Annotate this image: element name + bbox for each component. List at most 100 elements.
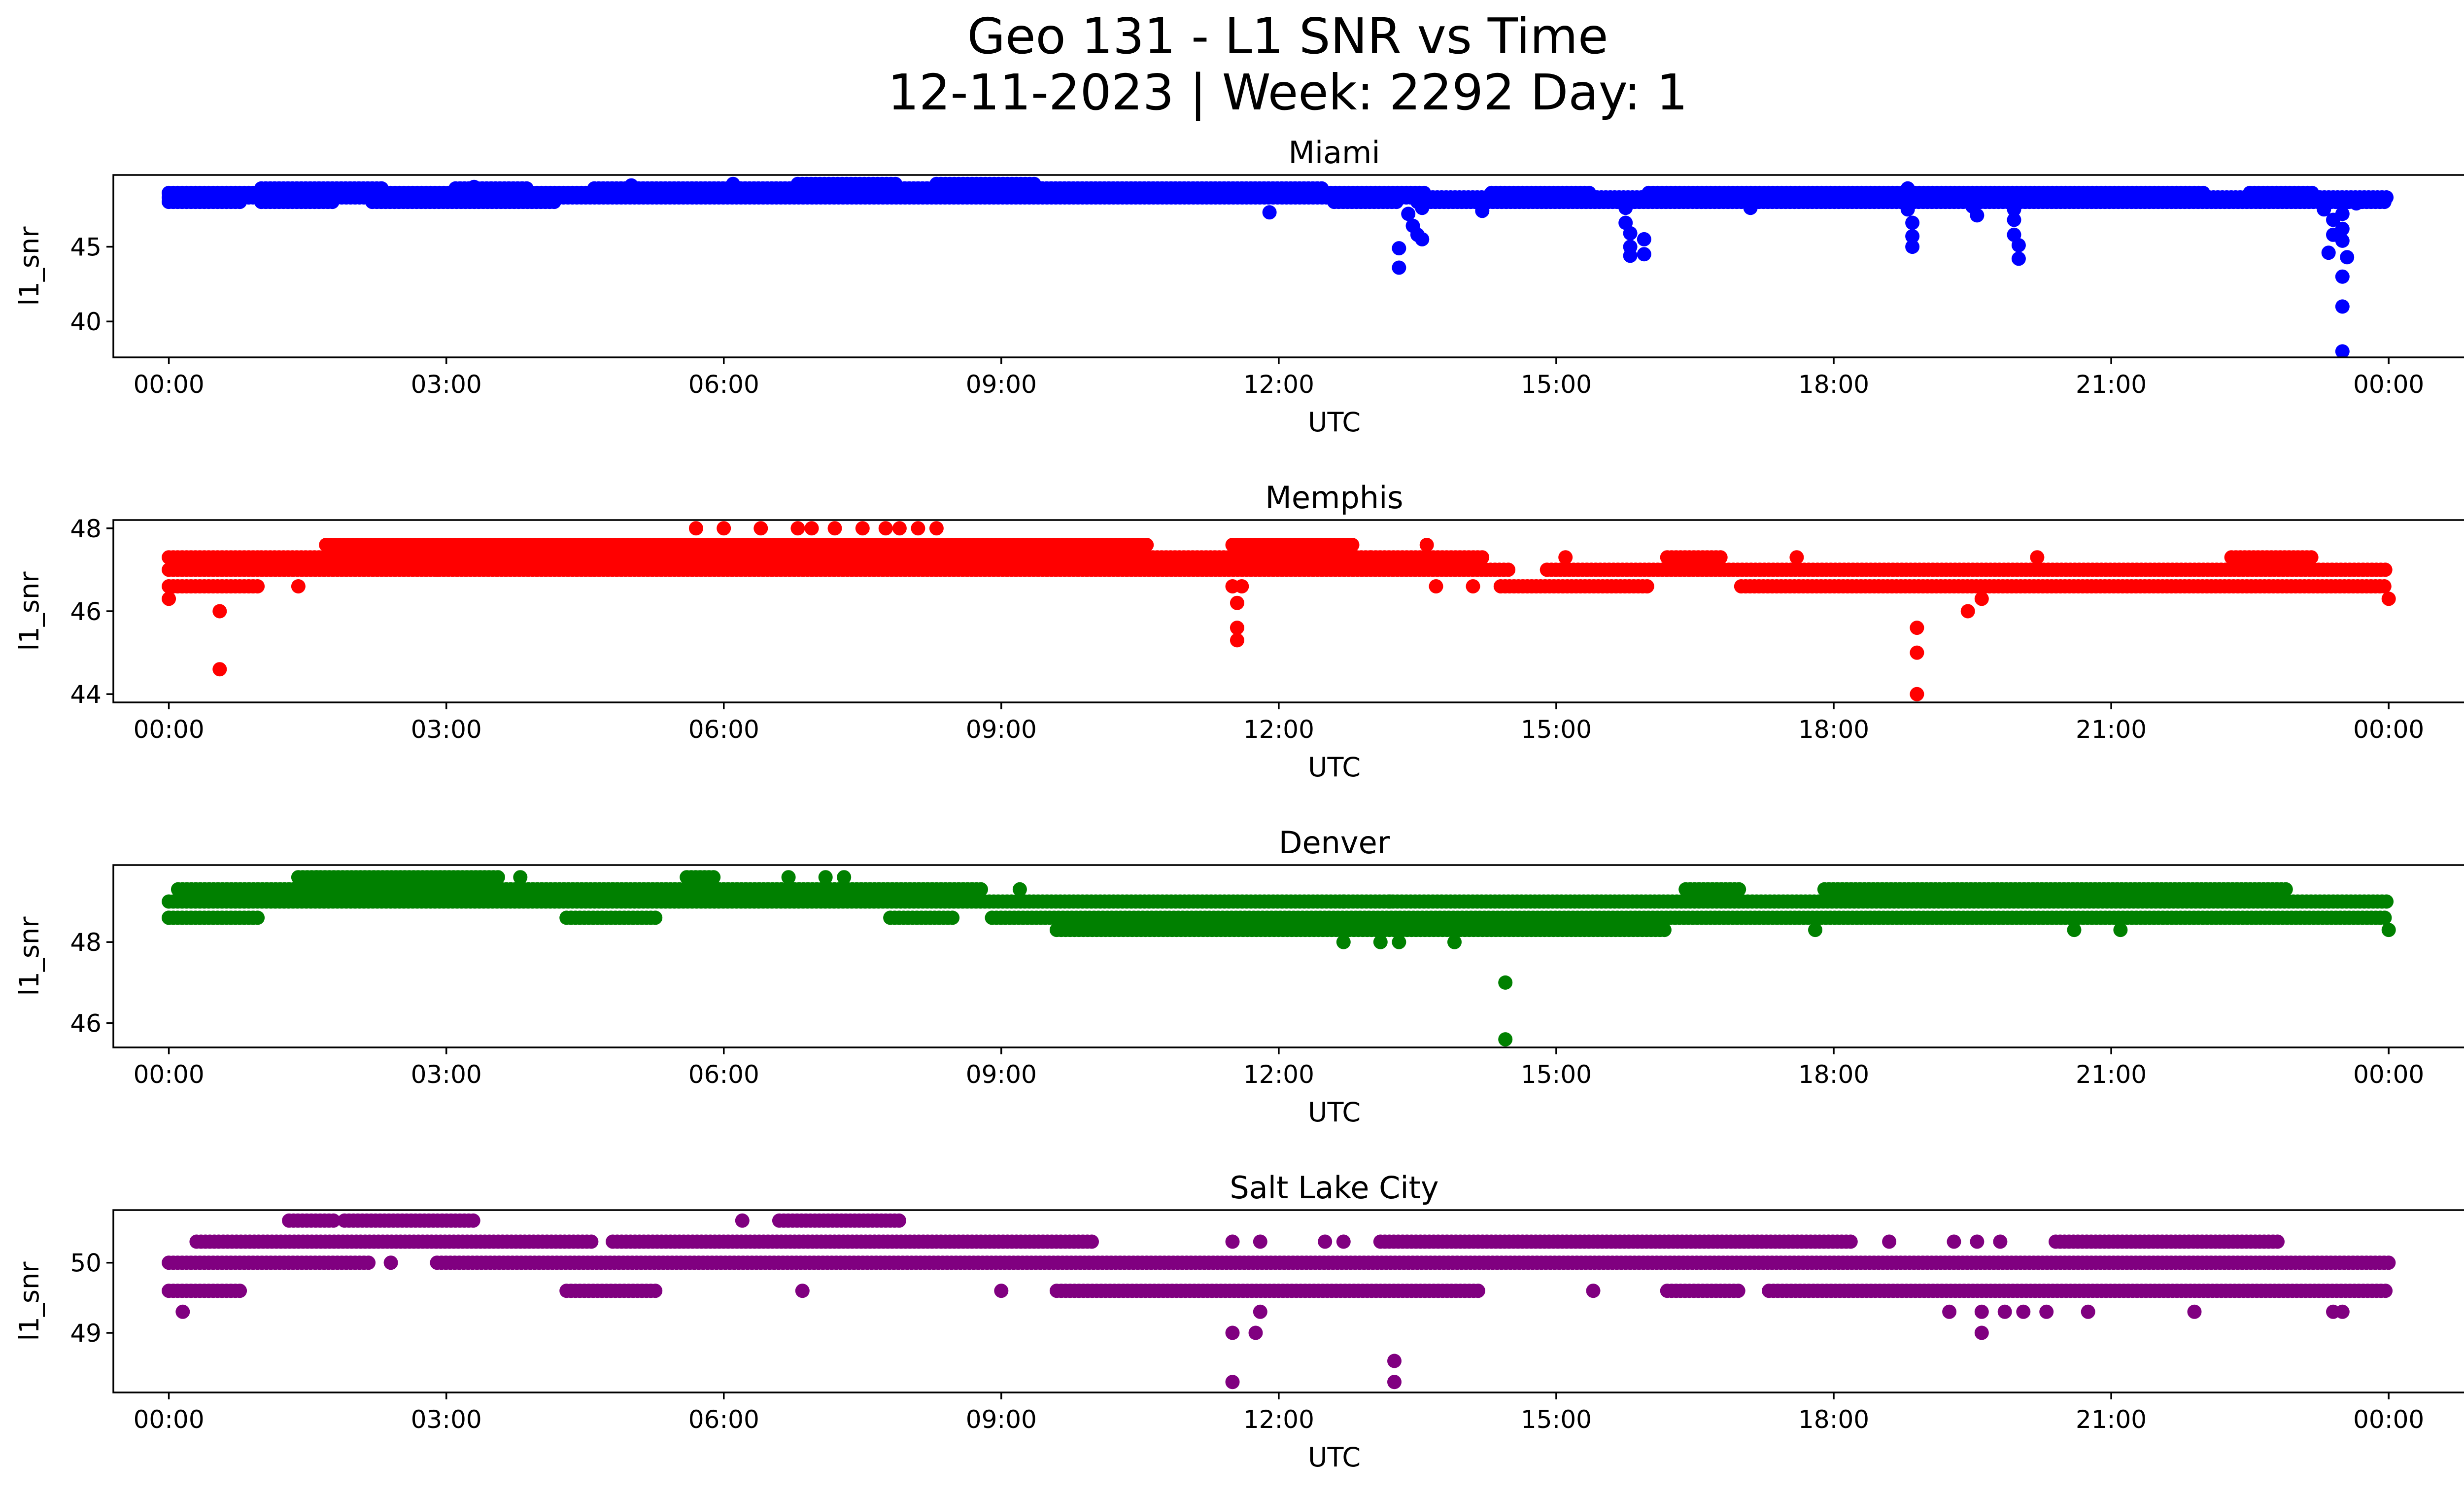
y-tick-label: 44 <box>70 680 102 709</box>
data-point <box>1336 935 1351 949</box>
data-point <box>2377 910 2392 925</box>
x-tick-label: 15:00 <box>1521 370 1592 399</box>
data-point <box>1392 935 1406 949</box>
data-point <box>430 562 445 577</box>
data-point <box>513 870 528 885</box>
data-point <box>688 521 703 536</box>
data-point <box>2379 894 2394 909</box>
y-axis-label: l1_snr <box>14 916 45 996</box>
data-point <box>1657 923 1672 938</box>
data-point <box>2335 221 2350 236</box>
data-point <box>162 910 176 925</box>
data-point <box>467 179 481 194</box>
x-axis-label: UTC <box>1308 407 1361 438</box>
data-point <box>790 521 805 536</box>
data-point <box>706 870 721 885</box>
data-point <box>2007 202 2021 217</box>
data-point <box>233 1284 247 1298</box>
subplot-title: Memphis <box>1265 480 1403 516</box>
data-point <box>1230 633 1244 648</box>
data-point <box>2304 550 2319 565</box>
data-point <box>519 181 534 196</box>
data-point <box>1429 579 1443 593</box>
x-axis-label: UTC <box>1308 752 1361 783</box>
x-tick-label: 21:00 <box>2076 1060 2147 1089</box>
data-point <box>162 591 176 606</box>
data-point <box>361 1255 376 1270</box>
data-point <box>1262 205 1277 220</box>
data-point <box>1498 975 1513 990</box>
data-point <box>2381 591 2396 606</box>
data-point <box>1623 248 1638 263</box>
data-point <box>781 870 796 885</box>
data-point <box>1640 579 1654 593</box>
data-point <box>1475 550 1490 565</box>
subplot-title: Denver <box>1279 825 1390 861</box>
x-tick-label: 12:00 <box>1243 1060 1314 1089</box>
x-tick-label: 15:00 <box>1521 1060 1592 1089</box>
data-point <box>1012 882 1027 897</box>
data-point <box>1501 562 1516 577</box>
data-point <box>1905 229 1920 243</box>
y-tick-label: 40 <box>70 308 102 336</box>
data-point <box>911 521 925 536</box>
data-point <box>1637 232 1651 246</box>
data-point <box>291 579 306 593</box>
data-point <box>1905 240 1920 254</box>
data-point <box>2278 882 2293 897</box>
data-point <box>2349 196 2363 211</box>
data-point <box>1974 591 1989 606</box>
data-point <box>1392 260 1406 275</box>
data-point <box>818 870 833 885</box>
axes-frame <box>112 864 2464 1048</box>
data-point <box>1582 185 1597 200</box>
data-point <box>2030 550 2045 565</box>
data-point <box>1230 621 1244 635</box>
x-axis-label: UTC <box>1308 1097 1361 1128</box>
x-tick-label: 18:00 <box>1798 715 1869 744</box>
data-point <box>1027 176 1041 191</box>
data-point <box>1419 538 1434 552</box>
x-tick-label: 00:00 <box>2353 1060 2424 1089</box>
data-point <box>1637 247 1651 262</box>
x-tick-label: 00:00 <box>134 1060 205 1089</box>
data-point <box>1498 1032 1513 1047</box>
x-tick-label: 09:00 <box>966 715 1037 744</box>
data-point <box>587 562 602 577</box>
data-point <box>1139 538 1154 552</box>
x-tick-label: 06:00 <box>688 1060 759 1089</box>
data-point <box>648 910 663 925</box>
data-point <box>2335 269 2350 284</box>
data-point <box>212 604 227 619</box>
data-point <box>2321 245 2336 260</box>
data-point <box>837 870 852 885</box>
data-point <box>1713 550 1728 565</box>
data-point <box>2335 344 2350 357</box>
data-point <box>2113 923 2128 938</box>
data-point <box>753 521 768 536</box>
data-point <box>1415 201 1430 215</box>
series-points <box>162 870 2396 1047</box>
data-point <box>1447 935 1462 949</box>
data-point <box>2196 185 2211 200</box>
axes-frame <box>112 174 2464 358</box>
x-tick-label: 03:00 <box>411 715 482 744</box>
data-point <box>1475 204 1490 218</box>
y-tick-label: 46 <box>70 597 102 626</box>
data-point <box>929 521 944 536</box>
data-point <box>2335 299 2350 314</box>
data-point <box>2011 251 2026 266</box>
data-point <box>2007 212 2021 227</box>
data-point <box>1910 645 1924 660</box>
data-point <box>855 521 870 536</box>
data-point <box>250 910 265 925</box>
data-point <box>1401 207 1416 221</box>
data-point <box>827 521 842 536</box>
data-point <box>1382 894 1397 909</box>
data-point <box>1732 882 1746 897</box>
y-tick-label: 46 <box>70 1009 102 1038</box>
data-point <box>1905 215 1920 230</box>
